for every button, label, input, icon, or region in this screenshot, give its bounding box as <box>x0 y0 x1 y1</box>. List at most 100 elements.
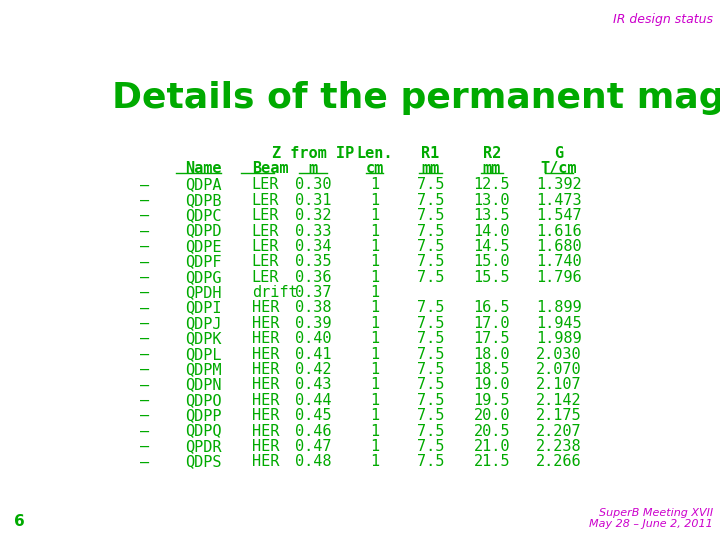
Text: 7.5: 7.5 <box>417 316 444 331</box>
Text: 1: 1 <box>370 224 379 239</box>
Text: 7.5: 7.5 <box>417 254 444 269</box>
Text: 1.740: 1.740 <box>536 254 582 269</box>
Text: QDPI: QDPI <box>185 300 221 315</box>
Text: 7.5: 7.5 <box>417 300 444 315</box>
Text: 21.0: 21.0 <box>474 439 510 454</box>
Text: mm: mm <box>482 161 501 176</box>
Text: 0.31: 0.31 <box>295 193 331 208</box>
Text: 0.41: 0.41 <box>295 347 331 362</box>
Text: Details of the permanent magnet slices: Details of the permanent magnet slices <box>112 82 720 116</box>
Text: –: – <box>140 285 149 300</box>
Text: LER: LER <box>252 224 279 239</box>
Text: –: – <box>140 454 149 469</box>
Text: QDPF: QDPF <box>185 254 221 269</box>
Text: 7.5: 7.5 <box>417 224 444 239</box>
Text: 13.5: 13.5 <box>474 208 510 223</box>
Text: LER: LER <box>252 178 279 192</box>
Text: 1.680: 1.680 <box>536 239 582 254</box>
Text: 19.5: 19.5 <box>474 393 510 408</box>
Text: 0.30: 0.30 <box>295 178 331 192</box>
Text: 1.989: 1.989 <box>536 331 582 346</box>
Text: Z from IP: Z from IP <box>272 146 354 161</box>
Text: –: – <box>140 208 149 223</box>
Text: 7.5: 7.5 <box>417 269 444 285</box>
Text: 13.0: 13.0 <box>474 193 510 208</box>
Text: 7.5: 7.5 <box>417 331 444 346</box>
Text: LER: LER <box>252 208 279 223</box>
Text: 0.48: 0.48 <box>295 454 331 469</box>
Text: –: – <box>140 377 149 393</box>
Text: 1.899: 1.899 <box>536 300 582 315</box>
Text: 14.5: 14.5 <box>474 239 510 254</box>
Text: Name: Name <box>185 161 221 176</box>
Text: HER: HER <box>252 454 279 469</box>
Text: 1.392: 1.392 <box>536 178 582 192</box>
Text: 0.43: 0.43 <box>295 377 331 393</box>
Text: mm: mm <box>421 161 439 176</box>
Text: m: m <box>309 161 318 176</box>
Text: 1: 1 <box>370 269 379 285</box>
Text: 0.47: 0.47 <box>295 439 331 454</box>
Text: QDPQ: QDPQ <box>185 423 221 438</box>
Text: 1: 1 <box>370 300 379 315</box>
Text: 1: 1 <box>370 423 379 438</box>
Text: QDPM: QDPM <box>185 362 221 377</box>
Text: –: – <box>140 239 149 254</box>
Text: 0.39: 0.39 <box>295 316 331 331</box>
Text: –: – <box>140 224 149 239</box>
Text: QDPP: QDPP <box>185 408 221 423</box>
Text: 7.5: 7.5 <box>417 454 444 469</box>
Text: QPDR: QPDR <box>185 439 221 454</box>
Text: 0.32: 0.32 <box>295 208 331 223</box>
Text: IR design status: IR design status <box>613 14 713 26</box>
Text: HER: HER <box>252 439 279 454</box>
Text: –: – <box>140 269 149 285</box>
Text: 18.0: 18.0 <box>474 347 510 362</box>
Text: 7.5: 7.5 <box>417 408 444 423</box>
Text: 7.5: 7.5 <box>417 393 444 408</box>
Text: 15.0: 15.0 <box>474 254 510 269</box>
Text: R1: R1 <box>421 146 439 161</box>
Text: 1: 1 <box>370 178 379 192</box>
Text: 20.0: 20.0 <box>474 408 510 423</box>
Text: 2.175: 2.175 <box>536 408 582 423</box>
Text: 1: 1 <box>370 316 379 331</box>
Text: HER: HER <box>252 347 279 362</box>
Text: –: – <box>140 178 149 192</box>
Text: 1: 1 <box>370 239 379 254</box>
Text: 0.38: 0.38 <box>295 300 331 315</box>
Text: –: – <box>140 254 149 269</box>
Text: QDPS: QDPS <box>185 454 221 469</box>
Text: 7.5: 7.5 <box>417 377 444 393</box>
Text: 2.142: 2.142 <box>536 393 582 408</box>
Text: HER: HER <box>252 331 279 346</box>
Text: 16.5: 16.5 <box>474 300 510 315</box>
Text: 1.616: 1.616 <box>536 224 582 239</box>
Text: LER: LER <box>252 193 279 208</box>
Text: 7.5: 7.5 <box>417 362 444 377</box>
Text: 1: 1 <box>370 208 379 223</box>
Text: 14.0: 14.0 <box>474 224 510 239</box>
Text: 0.44: 0.44 <box>295 393 331 408</box>
Text: R2: R2 <box>482 146 501 161</box>
Text: 7.5: 7.5 <box>417 439 444 454</box>
Text: 0.33: 0.33 <box>295 224 331 239</box>
Text: HER: HER <box>252 377 279 393</box>
Text: 0.36: 0.36 <box>295 269 331 285</box>
Text: 21.5: 21.5 <box>474 454 510 469</box>
Text: HER: HER <box>252 423 279 438</box>
Text: QDPG: QDPG <box>185 269 221 285</box>
Text: QDPN: QDPN <box>185 377 221 393</box>
Text: QDPD: QDPD <box>185 224 221 239</box>
Text: QDPJ: QDPJ <box>185 316 221 331</box>
Text: 2.030: 2.030 <box>536 347 582 362</box>
Text: QDPA: QDPA <box>185 178 221 192</box>
Text: 17.5: 17.5 <box>474 331 510 346</box>
Text: 7.5: 7.5 <box>417 208 444 223</box>
Text: HER: HER <box>252 408 279 423</box>
Text: 7.5: 7.5 <box>417 239 444 254</box>
Text: 7.5: 7.5 <box>417 178 444 192</box>
Text: 0.35: 0.35 <box>295 254 331 269</box>
Text: 1: 1 <box>370 331 379 346</box>
Text: T/cm: T/cm <box>541 161 577 176</box>
